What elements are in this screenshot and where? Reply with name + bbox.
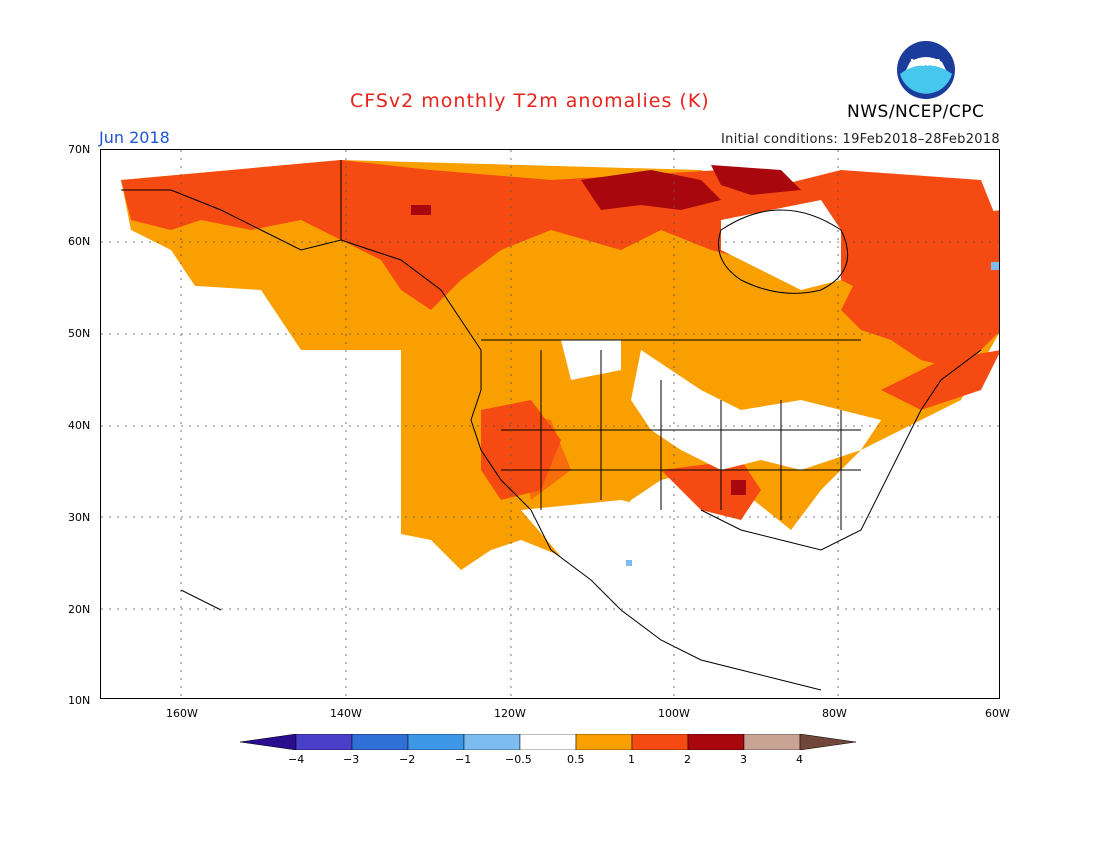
anomaly-region-2-3: [411, 165, 801, 495]
lon-label: 140W: [330, 707, 362, 720]
colorbar-cell: [351, 734, 409, 750]
lat-label: 20N: [68, 603, 91, 616]
org-label: NWS/NCEP/CPC: [847, 102, 985, 122]
colorbar-label: 2: [684, 753, 691, 766]
anomaly-spot-cool: [991, 262, 999, 270]
lat-label: 60N: [68, 235, 91, 248]
lon-label: 60W: [985, 707, 1010, 720]
colorbar-label: 3: [740, 753, 747, 766]
colorbar-label: −4: [288, 753, 305, 766]
colorbar-label: −2: [399, 753, 416, 766]
noaa-logo-icon: NOAA: [897, 41, 955, 99]
colorbar-cell: [407, 734, 465, 750]
colorbar-label: −0.5: [505, 753, 532, 766]
colorbar-label: 4: [796, 753, 803, 766]
map-frame: [100, 149, 1000, 699]
graticule: [101, 150, 999, 698]
colorbar-cell: [463, 734, 521, 750]
colorbar-label: 0.5: [567, 753, 585, 766]
colorbar-cell: [743, 734, 801, 750]
map-title: CFSv2 monthly T2m anomalies (K): [350, 90, 710, 112]
colorbar-cell: [631, 734, 689, 750]
colorbar-cell: [519, 734, 577, 750]
colorbar-cell: [575, 734, 633, 750]
lon-label: 80W: [822, 707, 847, 720]
initial-conditions: Initial conditions: 19Feb2018–28Feb2018: [721, 132, 1000, 147]
neutral-region: [101, 200, 996, 698]
colorbar-label: −3: [343, 753, 360, 766]
colorbar-cell: [295, 734, 353, 750]
lat-label: 40N: [68, 419, 91, 432]
lat-label: 70N: [68, 143, 91, 156]
lat-label: 50N: [68, 327, 91, 340]
colorbar: [240, 734, 857, 750]
lat-label: 30N: [68, 511, 91, 524]
colorbar-min-arrow: [240, 734, 297, 750]
lon-label: 100W: [658, 707, 690, 720]
lon-label: 160W: [166, 707, 198, 720]
colorbar-max-arrow: [799, 734, 857, 750]
colorbar-cell: [687, 734, 745, 750]
colorbar-label: −1: [455, 753, 472, 766]
anomaly-map: [101, 150, 999, 698]
logo-text: NOAA: [910, 58, 942, 69]
forecast-month: Jun 2018: [99, 128, 170, 147]
lon-label: 120W: [494, 707, 526, 720]
colorbar-label: 1: [628, 753, 635, 766]
lat-label: 10N: [68, 694, 91, 707]
anomaly-spot-cool: [626, 560, 632, 566]
